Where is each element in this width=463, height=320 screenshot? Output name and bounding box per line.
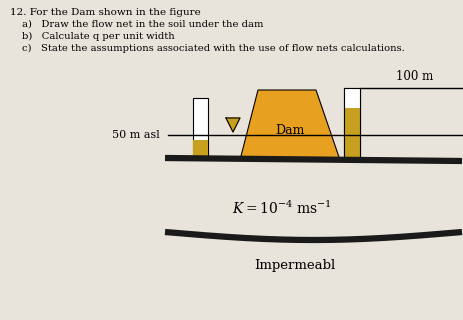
Bar <box>193 140 207 158</box>
Bar <box>343 88 359 161</box>
Bar <box>343 88 359 161</box>
Polygon shape <box>225 118 239 132</box>
Text: 100 m: 100 m <box>395 70 433 83</box>
Text: Dam: Dam <box>275 124 304 137</box>
Text: c)   State the assumptions associated with the use of flow nets calculations.: c) State the assumptions associated with… <box>22 44 404 53</box>
Bar <box>343 88 359 108</box>
Polygon shape <box>239 90 339 160</box>
Bar <box>193 98 207 158</box>
Text: b)   Calculate q per unit width: b) Calculate q per unit width <box>22 32 175 41</box>
Text: Impermeabl: Impermeabl <box>254 259 335 271</box>
Bar <box>343 88 359 161</box>
Text: 50 m asl: 50 m asl <box>112 130 160 140</box>
Text: a)   Draw the flow net in the soil under the dam: a) Draw the flow net in the soil under t… <box>22 20 263 29</box>
Text: 12. For the Dam shown in the figure: 12. For the Dam shown in the figure <box>10 8 200 17</box>
Text: $K = 10^{-4}\ \mathrm{ms}^{-1}$: $K = 10^{-4}\ \mathrm{ms}^{-1}$ <box>232 199 331 217</box>
